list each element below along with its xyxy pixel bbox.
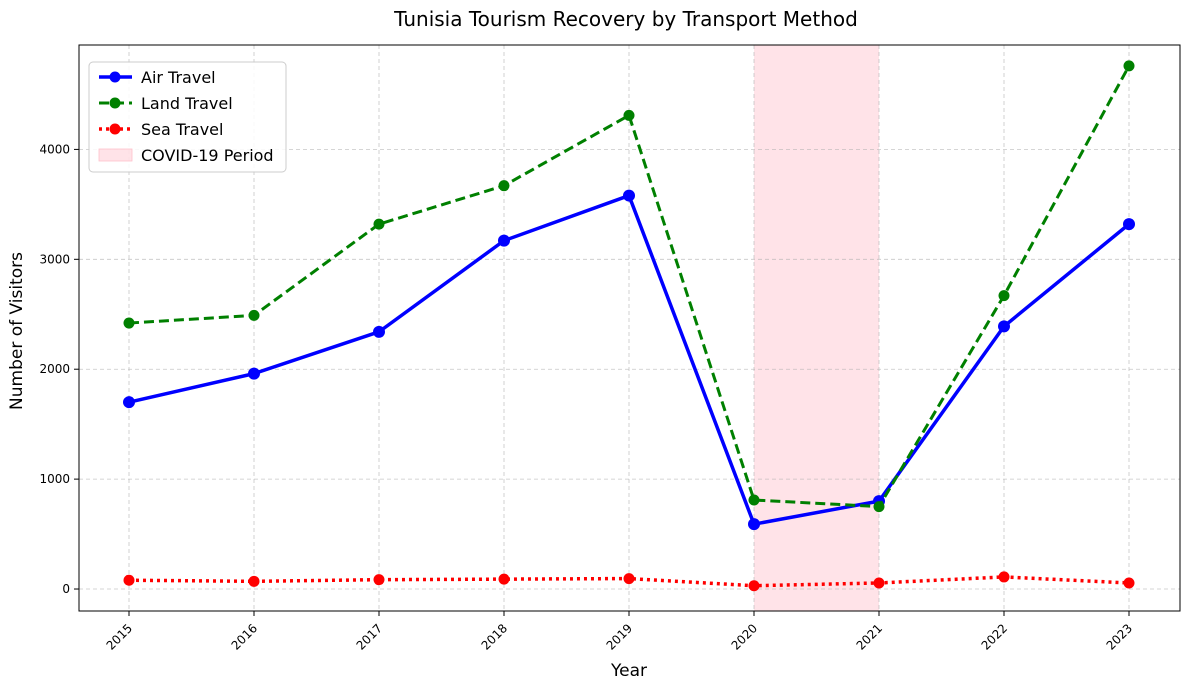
series-line-sea-travel bbox=[128, 575, 1130, 588]
y-axis-title: Number of Visitors bbox=[7, 252, 27, 410]
x-tick-label: 2018 bbox=[479, 621, 510, 652]
x-tick-label: 2023 bbox=[1104, 621, 1135, 652]
data-point bbox=[123, 574, 135, 586]
x-tick-label: 2016 bbox=[229, 621, 260, 652]
data-point bbox=[123, 317, 135, 329]
data-point bbox=[498, 180, 510, 192]
chart-title: Tunisia Tourism Recovery by Transport Me… bbox=[393, 7, 858, 31]
data-point bbox=[1123, 60, 1135, 72]
x-tick-label: 2021 bbox=[854, 621, 885, 652]
legend: Air Travel Land Travel Sea Travel COVID-19 … bbox=[88, 61, 287, 173]
data-point bbox=[498, 573, 510, 585]
legend-box bbox=[88, 61, 287, 173]
data-point bbox=[623, 189, 635, 202]
x-tick-label: 2019 bbox=[604, 621, 635, 652]
y-tick-label: 1000 bbox=[39, 472, 70, 486]
data-point bbox=[248, 367, 260, 380]
y-tick-label: 3000 bbox=[39, 252, 70, 266]
data-point bbox=[748, 494, 760, 506]
legend-swatch bbox=[98, 148, 133, 162]
legend-label: Air Travel bbox=[141, 68, 216, 87]
x-tick-label: 2015 bbox=[104, 621, 135, 652]
data-point bbox=[248, 309, 260, 321]
data-point bbox=[998, 320, 1010, 333]
legend-marker bbox=[109, 123, 121, 135]
x-tick-label: 2020 bbox=[729, 621, 760, 652]
covid-period-shading bbox=[754, 45, 879, 611]
data-point bbox=[873, 577, 885, 589]
data-point bbox=[623, 573, 635, 585]
x-tick-label: 2017 bbox=[354, 621, 385, 652]
data-point bbox=[998, 290, 1010, 302]
legend-label: Sea Travel bbox=[141, 120, 223, 139]
data-point bbox=[373, 574, 385, 586]
data-point bbox=[373, 218, 385, 230]
data-point bbox=[748, 580, 760, 592]
data-point bbox=[248, 575, 260, 587]
legend-marker bbox=[109, 97, 121, 109]
x-tick-label: 2022 bbox=[979, 621, 1010, 652]
data-point bbox=[623, 109, 635, 121]
data-point bbox=[748, 518, 760, 531]
series-line-land-travel bbox=[128, 65, 1131, 509]
y-tick-label: 4000 bbox=[39, 142, 70, 156]
legend-label: Land Travel bbox=[141, 94, 233, 113]
data-point bbox=[873, 501, 885, 513]
data-point bbox=[1123, 577, 1135, 589]
legend-marker bbox=[109, 71, 121, 83]
y-tick-label: 2000 bbox=[39, 362, 70, 376]
legend-label: COVID-19 Period bbox=[141, 146, 274, 165]
data-point bbox=[998, 571, 1010, 583]
data-point bbox=[498, 234, 510, 247]
x-axis-title: Year bbox=[610, 661, 647, 681]
y-tick-label: 0 bbox=[62, 582, 70, 596]
data-point bbox=[373, 325, 385, 338]
plot-area: 0 1000 2000 3000 4000 2015 2016 2017 2018 2019 202… bbox=[39, 44, 1181, 653]
data-point bbox=[1123, 218, 1135, 231]
data-point bbox=[123, 396, 135, 409]
